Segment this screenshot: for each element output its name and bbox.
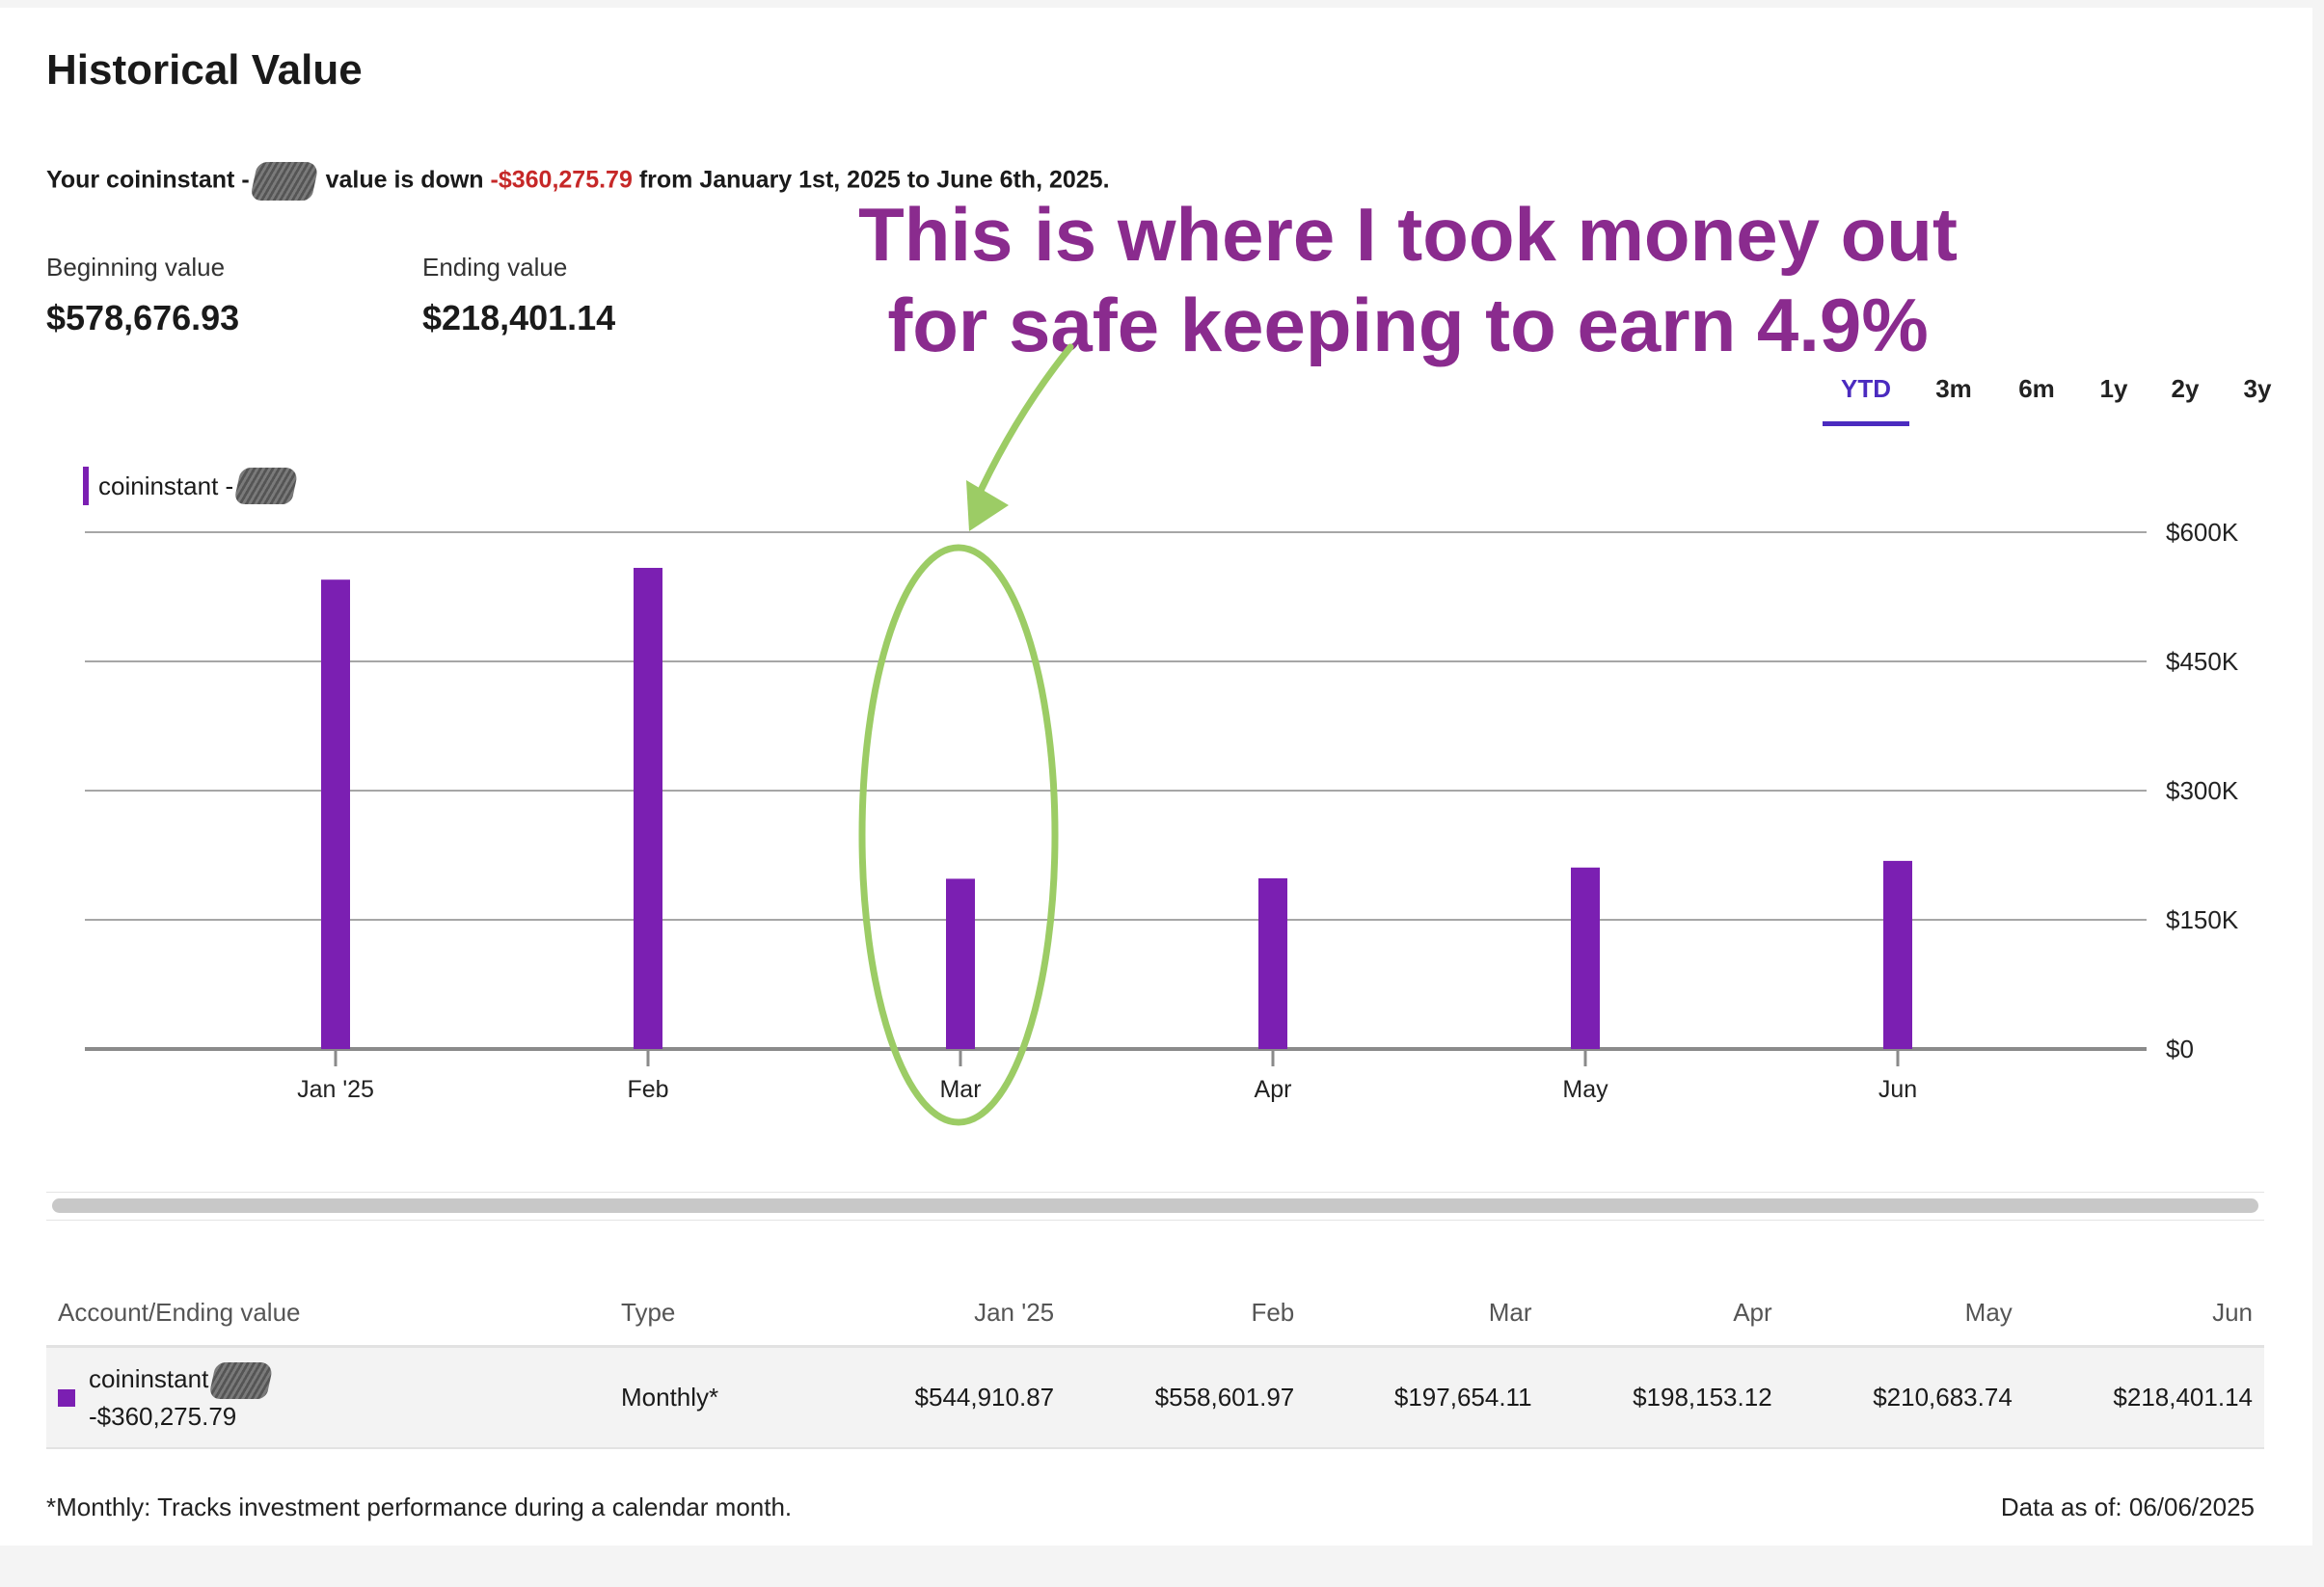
beginning-value-amount: $578,676.93 [46,298,240,337]
account-cell: coininstant -$360,275.79 [46,1346,609,1450]
col-header-account: Account/Ending value [46,1298,609,1348]
chart-scrollbar[interactable] [46,1192,2264,1221]
annotation-arrow [975,343,1074,498]
account-name: coininstant [89,1364,209,1393]
x-tick-label: Mar [939,1076,981,1103]
col-header-type: Type [609,1298,825,1348]
y-tick-label: $150K [2166,905,2239,934]
legend-swatch [83,467,89,505]
bar-jan-25 [321,579,350,1049]
value-cell-mar: $197,654.11 [1306,1346,1544,1450]
value-cell-feb: $558,601.97 [1066,1346,1307,1450]
data-as-of: Data as of: 06/06/2025 [2000,1493,2255,1521]
x-tick-label: Jun [1878,1076,1917,1103]
user-annotation: This is where I took money out for safe … [762,189,2054,370]
y-tick-label: $450K [2166,647,2239,676]
table-row: coininstant -$360,275.79 Monthly* $544,9… [46,1346,2264,1450]
chart-legend: coininstant - [83,467,300,505]
annotation-line-2: for safe keeping to earn 4.9% [887,282,1929,367]
historical-value-card: Historical Value Your coininstant - valu… [0,8,2312,1546]
summary-change: -$360,275.79 [490,166,633,194]
page-title: Historical Value [46,46,363,94]
table-header-row: Account/Ending value Type Jan '25 Feb Ma… [46,1298,2264,1348]
value-cell-jun: $218,401.14 [2023,1346,2264,1450]
value-cell-jan: $544,910.87 [825,1346,1067,1450]
beginning-value: Beginning value $578,676.93 [46,253,239,338]
x-tick-label: Apr [1255,1076,1292,1103]
col-header-feb: Feb [1066,1298,1307,1348]
bar-mar [946,878,975,1049]
y-tick-label: $300K [2166,776,2239,805]
range-tab-3m[interactable]: 3m [1935,374,1972,403]
col-header-jan: Jan '25 [825,1298,1067,1348]
summary-prefix: Your coininstant - [46,166,250,194]
redaction-scribble [208,1362,275,1400]
range-tab-2y[interactable]: 2y [2171,374,2200,403]
ending-value-label: Ending value [422,253,568,282]
summary-text: Your coininstant - value is down -$360,2… [46,162,1110,201]
range-tab-ytd[interactable]: YTD [1823,374,1909,426]
range-tab-3y[interactable]: 3y [2243,374,2272,403]
bar-feb [634,567,662,1049]
range-tab-1y[interactable]: 1y [2099,374,2128,403]
y-tick-label: $600K [2166,518,2239,547]
bar-may [1571,867,1600,1049]
col-header-apr: Apr [1543,1298,1784,1348]
bar-chart: $0 $150K $300K $450K $600K Jan '25 Feb Mar Apr Ma… [85,343,2239,1126]
col-header-jun: Jun [2023,1298,2264,1348]
col-header-mar: Mar [1306,1298,1544,1348]
summary-middle: value is down [325,166,484,194]
ending-value: Ending value $218,401.14 [422,253,615,338]
value-cell-apr: $198,153.12 [1543,1346,1784,1450]
summary-suffix: from January 1st, 2025 to June 6th, 2025… [638,166,1110,194]
bar-jun [1883,860,1912,1049]
values-table: Account/Ending value Type Jan '25 Feb Ma… [46,1298,2264,1450]
footnote: *Monthly: Tracks investment performance … [46,1493,793,1521]
legend-label: coininstant - [98,471,234,500]
ending-value-amount: $218,401.14 [422,298,616,337]
time-range-tabs: YTD 3m 6m 1y 2y 3y [1823,374,2297,426]
x-tick-label: Feb [627,1076,668,1103]
y-tick-label: $0 [2166,1035,2194,1063]
type-cell: Monthly* [609,1346,825,1450]
annotation-ellipse [858,544,1059,1126]
value-cell-may: $210,683.74 [1783,1346,2024,1450]
col-header-may: May [1783,1298,2024,1348]
account-color-square [58,1388,75,1407]
beginning-value-label: Beginning value [46,253,226,282]
annotation-arrowhead [966,480,1009,531]
annotation-line-1: This is where I took money out [858,192,1958,277]
account-change: -$360,275.79 [89,1402,237,1432]
range-tab-6m[interactable]: 6m [2018,374,2055,403]
x-tick-label: Jan '25 [297,1076,374,1103]
scrollbar-thumb[interactable] [52,1198,2258,1213]
bar-apr [1258,877,1287,1049]
x-tick-label: May [1562,1076,1608,1103]
